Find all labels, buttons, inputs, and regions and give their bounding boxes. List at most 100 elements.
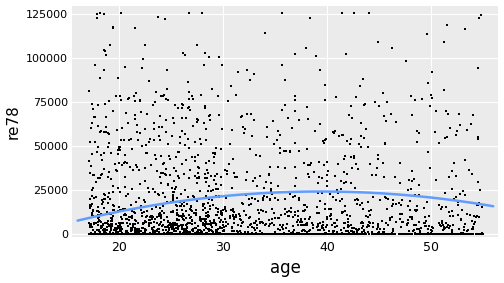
Point bbox=[197, 232, 205, 236]
Point bbox=[89, 232, 97, 236]
Point bbox=[270, 232, 278, 236]
Point bbox=[222, 196, 230, 200]
Point bbox=[163, 232, 171, 236]
Point bbox=[403, 232, 411, 236]
Point bbox=[166, 231, 174, 236]
Point bbox=[214, 210, 222, 215]
Point bbox=[199, 221, 207, 226]
Point bbox=[204, 232, 212, 236]
Point bbox=[114, 232, 122, 236]
Point bbox=[111, 161, 119, 166]
Point bbox=[165, 226, 173, 230]
Point bbox=[445, 226, 453, 230]
Point bbox=[283, 232, 291, 236]
Point bbox=[181, 223, 190, 228]
Point bbox=[138, 143, 146, 148]
Point bbox=[408, 169, 416, 173]
Point bbox=[94, 103, 102, 108]
Point bbox=[202, 220, 210, 225]
Point bbox=[169, 231, 177, 236]
Point bbox=[336, 231, 344, 236]
Point bbox=[170, 231, 178, 236]
Point bbox=[89, 106, 97, 111]
Point bbox=[344, 228, 352, 233]
Point bbox=[315, 160, 323, 164]
Point bbox=[465, 167, 473, 172]
Point bbox=[192, 231, 200, 236]
Point bbox=[291, 184, 299, 188]
Point bbox=[363, 223, 371, 228]
Point bbox=[266, 231, 274, 236]
Point bbox=[141, 127, 149, 132]
Point bbox=[179, 232, 187, 236]
Point bbox=[122, 231, 131, 236]
Point bbox=[129, 232, 137, 236]
Point bbox=[218, 232, 226, 236]
Point bbox=[313, 232, 321, 236]
Point bbox=[130, 225, 138, 230]
Point bbox=[309, 226, 318, 230]
Point bbox=[144, 232, 152, 236]
Point bbox=[337, 231, 345, 236]
Point bbox=[267, 188, 275, 193]
Point bbox=[175, 200, 183, 204]
Point bbox=[114, 186, 122, 190]
Point bbox=[197, 142, 205, 147]
Point bbox=[146, 215, 154, 219]
Point bbox=[130, 231, 138, 236]
Point bbox=[406, 232, 414, 236]
Point bbox=[275, 232, 283, 236]
Point bbox=[235, 232, 243, 236]
Point bbox=[418, 231, 426, 236]
Point bbox=[163, 231, 171, 236]
Point bbox=[90, 232, 98, 236]
Point bbox=[173, 231, 181, 236]
Point bbox=[140, 231, 148, 236]
Point bbox=[167, 231, 175, 236]
Point bbox=[183, 202, 191, 207]
Point bbox=[207, 228, 215, 233]
Point bbox=[155, 232, 163, 236]
Point bbox=[471, 214, 479, 219]
Point bbox=[115, 231, 123, 236]
Point bbox=[217, 211, 225, 216]
Point bbox=[240, 231, 248, 236]
Point bbox=[131, 113, 139, 117]
Point bbox=[454, 232, 462, 236]
Point bbox=[213, 228, 221, 233]
Point bbox=[99, 231, 107, 236]
Point bbox=[132, 232, 140, 236]
Point bbox=[436, 222, 444, 227]
Point bbox=[196, 218, 204, 222]
Point bbox=[456, 191, 464, 196]
Point bbox=[127, 227, 135, 231]
Point bbox=[218, 63, 226, 67]
Point bbox=[138, 66, 146, 70]
Point bbox=[157, 232, 165, 236]
Point bbox=[116, 232, 124, 236]
Point bbox=[155, 211, 163, 216]
Point bbox=[117, 231, 125, 236]
Point bbox=[392, 220, 400, 225]
Point bbox=[273, 232, 281, 236]
Point bbox=[172, 231, 180, 236]
Point bbox=[162, 130, 170, 135]
Point bbox=[188, 227, 197, 231]
Point bbox=[121, 211, 129, 216]
Point bbox=[287, 231, 295, 235]
Point bbox=[95, 228, 103, 233]
Point bbox=[150, 232, 158, 236]
Point bbox=[231, 174, 239, 179]
Point bbox=[354, 167, 362, 172]
Point bbox=[142, 230, 150, 235]
Point bbox=[235, 232, 243, 236]
Point bbox=[217, 231, 225, 236]
Point bbox=[150, 126, 158, 131]
Point bbox=[218, 226, 226, 231]
Point bbox=[390, 232, 398, 236]
Point bbox=[408, 112, 416, 117]
Point bbox=[157, 153, 165, 158]
Point bbox=[179, 226, 187, 231]
Point bbox=[161, 232, 169, 236]
Point bbox=[104, 219, 112, 223]
